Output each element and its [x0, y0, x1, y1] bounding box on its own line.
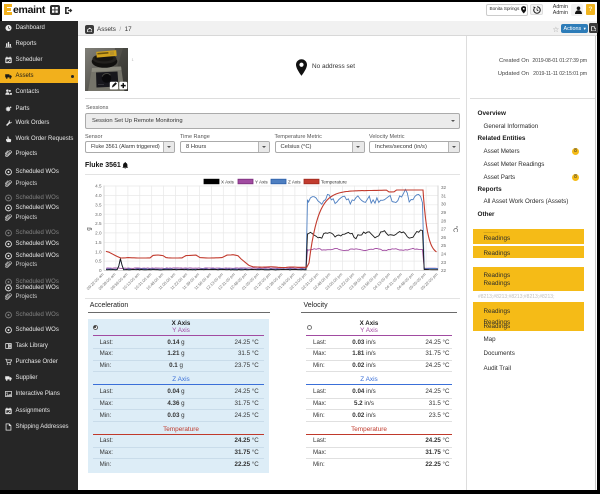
svg-text:29: 29	[441, 210, 447, 215]
svg-text:2.5: 2.5	[95, 221, 102, 226]
svg-text:0: 0	[99, 268, 102, 273]
svg-text:Z Axis: Z Axis	[288, 179, 301, 184]
svg-text:24: 24	[441, 252, 447, 257]
svg-text:1.0: 1.0	[95, 249, 102, 254]
svg-text:28: 28	[441, 218, 447, 223]
svg-text:Y Axis: Y Axis	[255, 179, 268, 184]
svg-text:27: 27	[441, 227, 447, 232]
svg-text:22: 22	[441, 268, 447, 273]
svg-text:4.5: 4.5	[95, 184, 102, 189]
svg-text:X Axis: X Axis	[221, 179, 234, 184]
svg-text:g: g	[87, 227, 93, 230]
svg-text:31: 31	[441, 193, 447, 198]
svg-text:23: 23	[441, 260, 447, 265]
svg-text:4.0: 4.0	[95, 193, 102, 198]
svg-text:30: 30	[441, 202, 447, 207]
svg-text:3.5: 3.5	[95, 202, 102, 207]
svg-text:3.0: 3.0	[95, 212, 102, 217]
svg-text:Temperature: Temperature	[321, 179, 347, 184]
svg-text:25: 25	[441, 243, 447, 248]
svg-text:32: 32	[441, 185, 447, 190]
svg-text:°C: °C	[452, 226, 458, 233]
svg-text:26: 26	[441, 235, 447, 240]
svg-text:2.0: 2.0	[95, 231, 102, 236]
svg-text:1.5: 1.5	[95, 240, 102, 245]
svg-text:0.5: 0.5	[95, 259, 102, 264]
